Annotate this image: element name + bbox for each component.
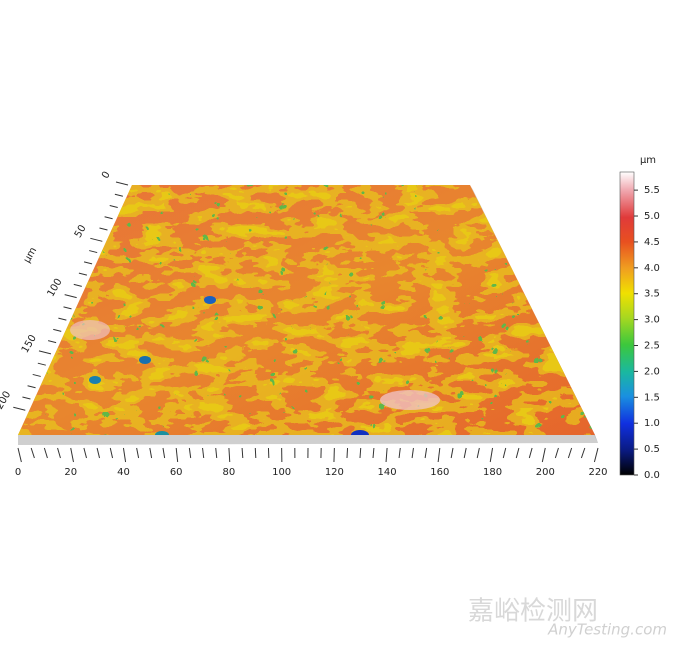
x-tick [541, 447, 546, 463]
x-minor-tick [162, 447, 166, 459]
colorbar-tick-label: 2.0 [644, 366, 660, 377]
colorbar-tick-label: 4.5 [644, 237, 660, 248]
watermark: 嘉峪检测网 [468, 597, 598, 627]
x-tick [175, 447, 179, 463]
x-tick [437, 447, 441, 463]
y-tick-label: 150 [20, 333, 39, 355]
y-tick-label: 100 [46, 277, 65, 299]
y-minor-tick [37, 362, 46, 366]
x-tick-label: 100 [272, 467, 291, 478]
x-minor-tick [411, 447, 414, 459]
surface [18, 185, 595, 435]
colorbar [619, 171, 635, 476]
y-tick [115, 181, 129, 186]
colorbar-tick-label: 3.5 [644, 289, 660, 300]
colorbar-tick-label: 1.0 [644, 418, 660, 429]
x-tick-label: 20 [64, 467, 77, 478]
y-minor-tick [58, 317, 67, 321]
y-minor-tick [22, 396, 31, 400]
y-axis-label: μm [22, 246, 40, 265]
x-tick-label: 220 [588, 467, 607, 478]
x-minor-tick [43, 447, 48, 459]
x-tick [489, 447, 494, 463]
x-tick-label: 180 [483, 467, 502, 478]
y-minor-tick [114, 193, 123, 197]
x-minor-tick [398, 447, 401, 459]
x-minor-tick [30, 447, 35, 459]
y-minor-tick [73, 283, 82, 287]
x-tick [228, 447, 231, 463]
x-minor-tick [83, 447, 87, 459]
x-tick [17, 447, 22, 463]
x-tick-label: 0 [15, 467, 21, 478]
x-minor-tick [580, 447, 586, 459]
colorbar-unit: μm [640, 155, 656, 166]
y-minor-tick [32, 373, 41, 377]
y-minor-tick [47, 340, 57, 344]
y-minor-tick [53, 328, 62, 332]
x-minor-tick [567, 447, 573, 459]
x-minor-tick [424, 447, 428, 459]
y-minor-tick [99, 227, 108, 231]
x-tick-label: 160 [430, 467, 449, 478]
x-tick-label: 200 [536, 467, 555, 478]
y-tick-label: 50 [73, 223, 89, 240]
colorbar-tick-label: 4.0 [644, 263, 660, 274]
x-tick-label: 60 [170, 467, 183, 478]
y-minor-tick [27, 385, 36, 389]
x-minor-tick [188, 447, 192, 459]
x-tick [122, 447, 127, 463]
x-minor-tick [215, 447, 218, 459]
x-minor-tick [57, 447, 61, 459]
y-minor-tick [63, 306, 72, 310]
x-minor-tick [528, 447, 533, 459]
y-minor-tick [104, 216, 113, 220]
y-tick [13, 406, 26, 411]
x-minor-tick [515, 447, 520, 459]
x-tick-label: 40 [117, 467, 130, 478]
colorbar-tick-label: 1.5 [644, 392, 660, 403]
x-minor-tick [502, 447, 507, 459]
colorbar-tick-label: 2.5 [644, 341, 660, 352]
y-minor-tick [78, 272, 88, 276]
x-tick-label: 120 [325, 467, 344, 478]
x-minor-tick [346, 447, 349, 459]
x-minor-tick [450, 447, 454, 459]
x-minor-tick [241, 447, 244, 459]
x-minor-tick [463, 447, 467, 459]
x-minor-tick [359, 447, 362, 459]
x-minor-tick [476, 447, 480, 459]
y-tick-label: 0 [100, 170, 113, 181]
x-tick [593, 447, 599, 463]
colorbar-tick-label: 0.5 [644, 444, 660, 455]
x-minor-tick [202, 447, 205, 459]
y-tick [38, 350, 52, 355]
x-tick [385, 447, 388, 463]
x-tick-label: 80 [223, 467, 236, 478]
x-minor-tick [109, 447, 114, 459]
x-minor-tick [149, 447, 153, 459]
y-tick-label: 200 [0, 389, 13, 411]
colorbar-tick-label: 5.5 [644, 185, 660, 196]
x-tick [70, 447, 74, 463]
x-minor-tick [372, 447, 375, 459]
x-minor-tick [554, 447, 559, 459]
colorbar-tick-label: 3.0 [644, 315, 660, 326]
watermark-site: AnyTesting.com [547, 621, 667, 639]
x-tick-label: 140 [378, 467, 397, 478]
y-minor-tick [83, 261, 93, 265]
y-minor-tick [89, 250, 98, 254]
y-minor-tick [109, 205, 118, 209]
x-minor-tick [254, 447, 257, 459]
x-minor-tick [96, 447, 101, 459]
y-tick [90, 237, 103, 242]
x-minor-tick [136, 447, 140, 459]
colorbar-tick-label: 5.0 [644, 211, 660, 222]
plane-side [18, 435, 598, 445]
colorbar-tick-label: 0.0 [644, 470, 660, 481]
y-tick [64, 294, 77, 299]
